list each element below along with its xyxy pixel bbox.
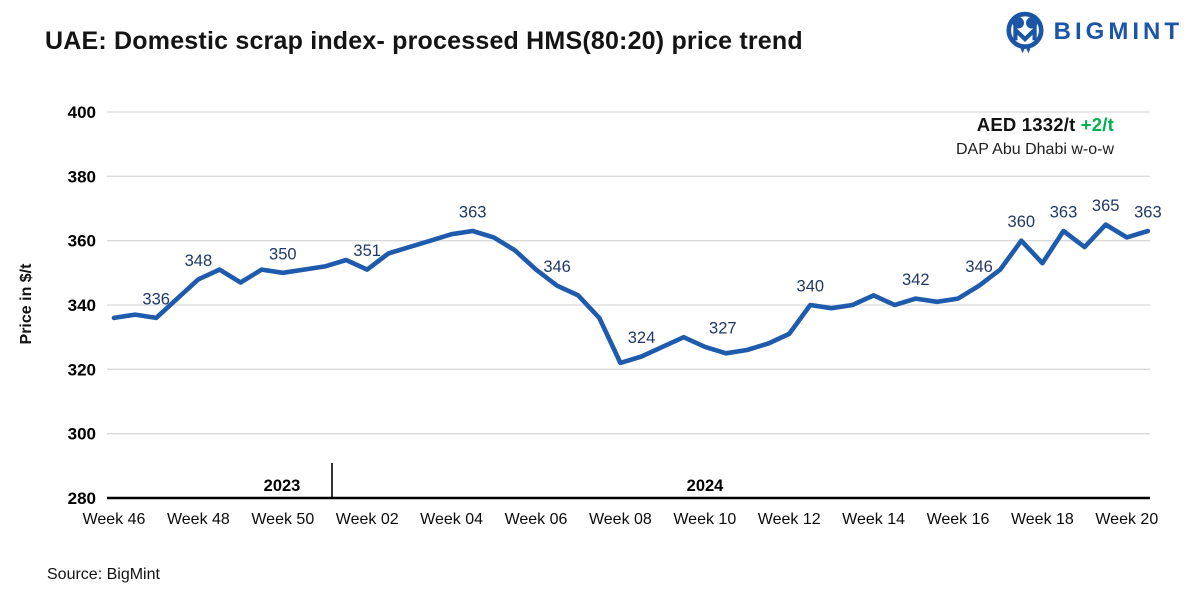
x-tick-label: Week 06 [505,511,568,528]
latest-price-annotation: AED 1332/t +2/t DAP Abu Dhabi w-o-w [956,114,1114,159]
y-tick-label: 280 [68,489,96,508]
x-tick-label: Week 20 [1095,511,1158,528]
y-tick-label: 300 [68,425,96,444]
data-label: 340 [797,278,825,296]
x-tick-label: Week 50 [251,511,314,528]
data-label: 365 [1092,197,1120,215]
x-tick-label: Week 18 [1011,511,1074,528]
x-tick-label: Week 46 [83,511,146,528]
data-label: 360 [1008,213,1036,231]
source-note: Source: BigMint [47,566,160,583]
data-label: 346 [965,258,993,276]
x-tick-label: Week 10 [673,511,736,528]
data-label: 324 [628,329,656,347]
x-tick-label: Week 08 [589,511,652,528]
data-label: 327 [709,319,737,337]
y-tick-label: 400 [68,103,96,122]
year-label: 2024 [687,477,725,495]
latest-price-line: AED 1332/t +2/t [956,114,1114,136]
price-change-badge: +2/t [1080,114,1114,135]
data-label: 342 [902,271,930,289]
data-label: 346 [543,258,571,276]
x-tick-label: Week 14 [842,511,905,528]
data-label: 351 [353,242,381,260]
data-label: 363 [1050,204,1078,222]
x-tick-label: Week 16 [927,511,990,528]
data-label: 348 [185,252,213,270]
price-sublabel: DAP Abu Dhabi w-o-w [956,141,1114,158]
price-line [111,222,1151,366]
price-value: AED 1332/t [976,114,1076,135]
bigmint-logo: BIGMINT [1005,10,1183,54]
year-label: 2023 [264,477,301,495]
data-label: 363 [1134,204,1162,222]
data-label: 363 [459,204,487,222]
data-label: 336 [142,290,170,308]
y-tick-label: 360 [68,232,96,251]
x-tick-label: Week 02 [336,511,399,528]
x-tick-label: Week 48 [167,511,230,528]
y-tick-label: 380 [68,167,96,186]
bigmint-logo-icon [1006,11,1044,54]
x-tick-label: Week 12 [758,511,821,528]
y-tick-label: 340 [68,296,96,315]
data-label: 350 [269,245,297,263]
bigmint-logo-text: BIGMINT [1053,18,1183,45]
page-title: UAE: Domestic scrap index- processed HMS… [45,27,803,55]
y-tick-label: 320 [68,360,96,379]
x-tick-label: Week 04 [420,511,483,528]
